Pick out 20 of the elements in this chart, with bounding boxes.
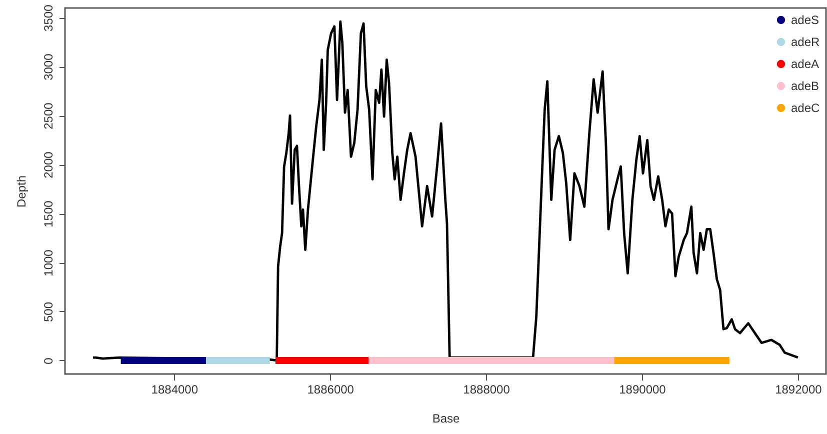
legend-label: adeC [791,101,820,115]
x-tick-label: 1888000 [463,382,510,396]
y-tick-label: 2500 [42,102,56,130]
legend-label: adeA [791,57,820,71]
y-tick-label: 2000 [42,151,56,178]
y-tick-label: 0 [42,357,56,364]
x-tick-label: 1886000 [307,382,354,396]
x-tick-label: 1892000 [775,382,822,396]
legend-label: adeS [791,13,820,27]
x-tick-label: 1890000 [619,382,666,396]
y-axis-title: Depth [14,175,28,208]
y-tick-label: 1500 [42,200,56,228]
y-tick-label: 3000 [42,53,56,80]
y-tick-label: 500 [42,302,56,322]
legend-label: adeB [791,79,820,93]
y-tick-label: 3500 [42,4,56,32]
legend-label: adeR [791,35,820,49]
y-tick-label: 1000 [42,249,56,276]
x-tick-label: 1884000 [151,382,198,396]
x-axis-title: Base [432,412,460,426]
